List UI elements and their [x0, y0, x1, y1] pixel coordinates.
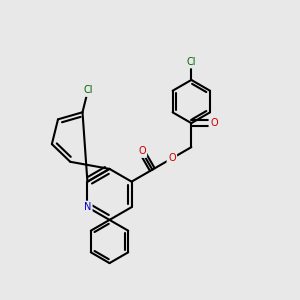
Text: Cl: Cl	[187, 57, 196, 67]
Text: N: N	[84, 202, 91, 212]
Text: Cl: Cl	[83, 85, 93, 95]
Text: O: O	[210, 118, 218, 128]
Text: O: O	[168, 153, 176, 164]
Text: O: O	[138, 146, 146, 157]
